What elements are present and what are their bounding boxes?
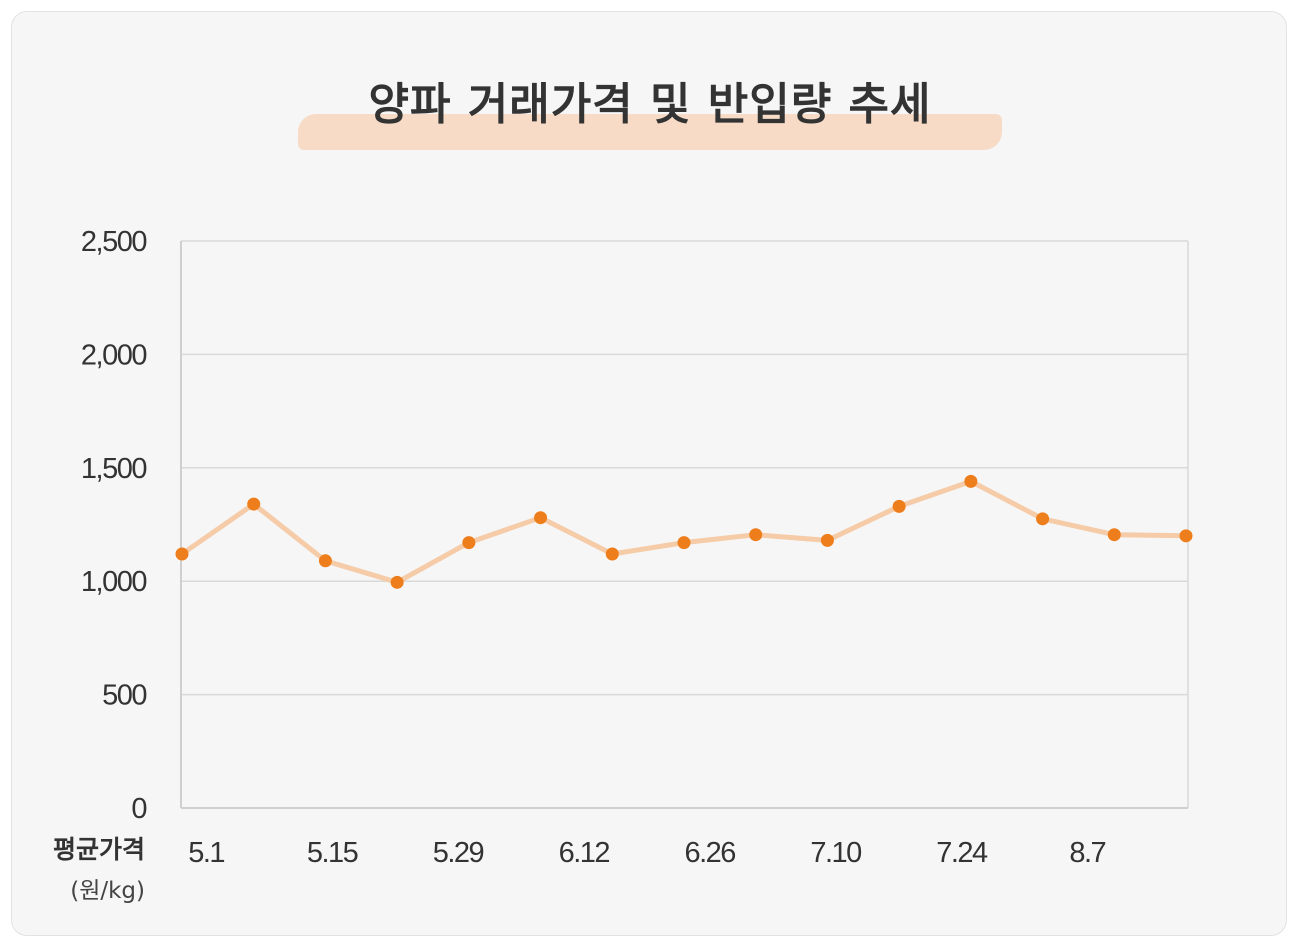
data-point [1036,512,1050,526]
x-tick-label: 5.15 [307,837,358,869]
data-point [605,547,619,561]
y-tick-label: 2,500 [81,226,146,258]
data-points [175,474,1193,589]
x-tick-label: 7.10 [810,837,861,869]
y-tick-label: 500 [102,680,146,712]
data-point [534,511,548,525]
data-point [1179,529,1193,543]
y-tick-label: 1,500 [81,453,146,485]
series-path [179,478,1189,585]
series-line [179,478,1189,585]
y-tick-labels: 0 500 1,000 1,500 2,000 2,500 [81,226,148,825]
x-tick-label: 8.7 [1069,837,1105,869]
x-tick-label: 7.24 [936,837,988,869]
x-tick-label: 6.26 [684,837,735,869]
x-tick-labels: 5.1 5.15 5.29 6.12 6.26 7.10 7.24 8.7 [188,837,1107,869]
y-axis-label: 평균가격 [53,835,145,864]
data-point [820,533,834,547]
data-point [318,554,332,568]
data-point [390,575,404,589]
data-point [462,536,476,550]
y-tick-label: 2,000 [81,339,146,371]
y-axis-unit: (원/kg) [70,878,145,904]
y-tick-label: 1,000 [81,566,146,598]
chart-card [11,11,1287,936]
data-point [749,528,763,542]
chart-title: 양파 거래가격 및 반입량 추세 [368,79,932,130]
title-area: 양파 거래가격 및 반입량 추세 [0,70,1300,160]
x-tick-label: 5.1 [188,837,224,869]
y-tick-label: 0 [131,793,146,825]
x-tick-label: 5.29 [433,837,484,869]
axes [180,241,1189,809]
title-highlight [298,114,1002,150]
data-point [1107,528,1121,542]
data-point [247,497,261,511]
data-point [175,547,189,561]
data-point [964,474,978,488]
grid-lines [181,240,1188,696]
data-point [892,499,906,513]
data-point [677,536,691,550]
x-tick-label: 6.12 [559,837,610,869]
